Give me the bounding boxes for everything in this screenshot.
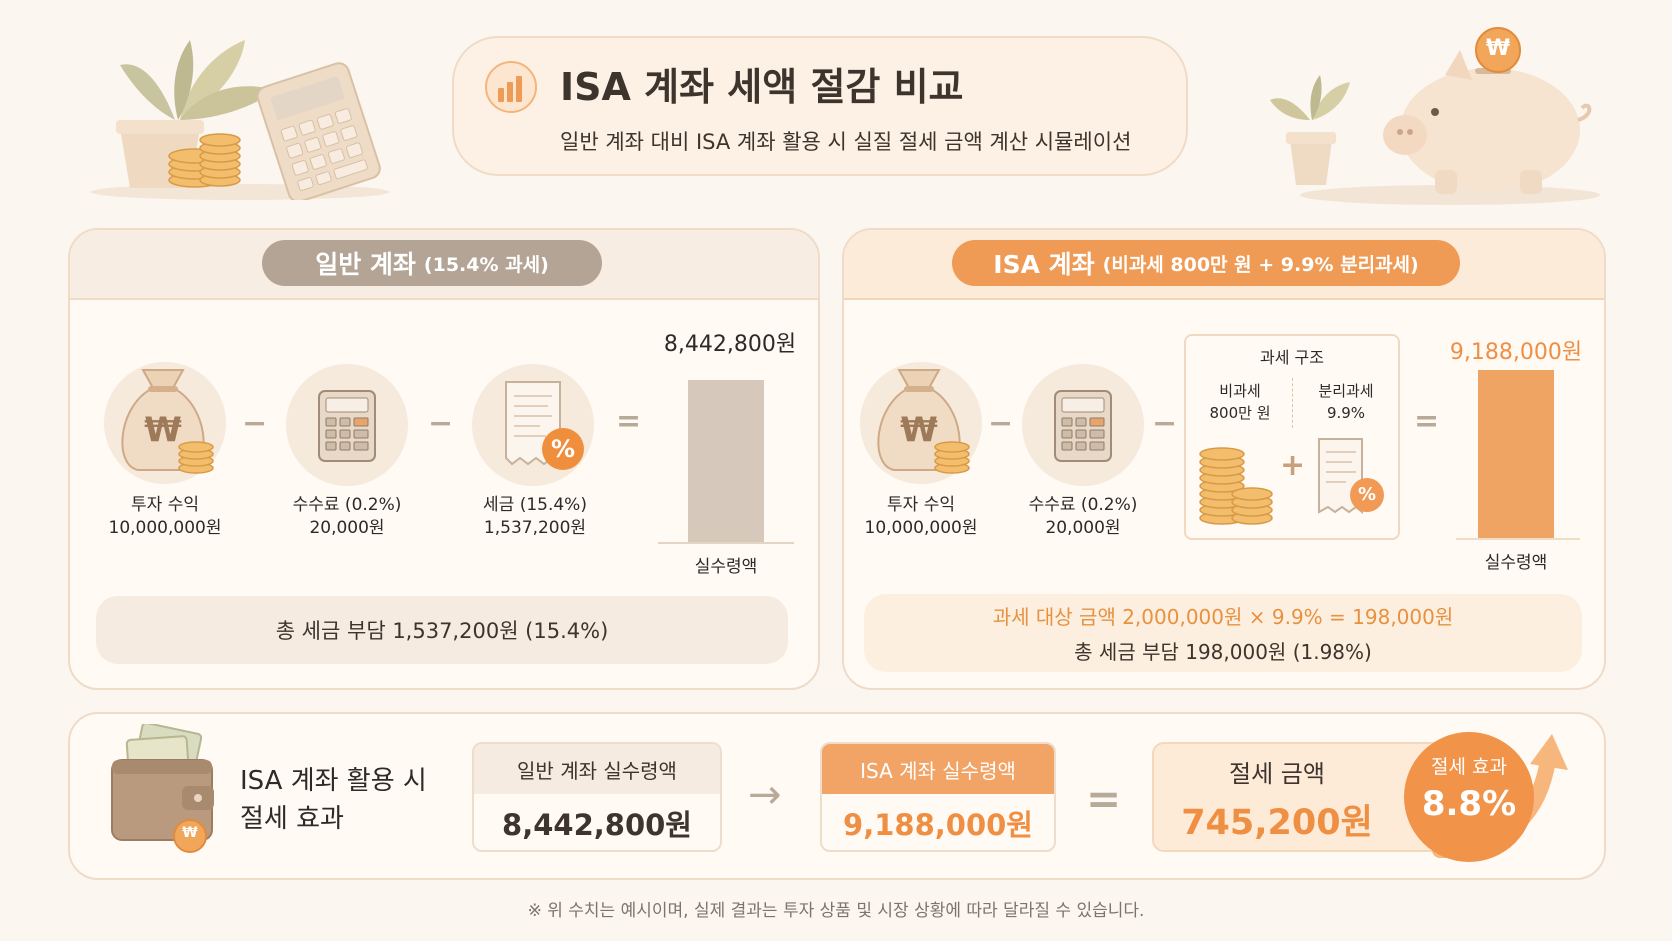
item-value: 20,000원 — [1045, 518, 1121, 538]
calculator-icon — [318, 390, 376, 462]
arrow-right-icon: → — [748, 772, 782, 818]
isa-item-fee: 수수료 (0.2%) 20,000원 — [1018, 494, 1148, 540]
tax-free-line1: 비과세 — [1219, 382, 1261, 400]
isa-summary-box: 과세 대상 금액 2,000,000원 × 9.9% = 198,000원 총 … — [864, 594, 1582, 672]
isa-item-income: 투자 수익 10,000,000원 — [856, 494, 986, 540]
page-subtitle: 일반 계좌 대비 ISA 계좌 활용 시 실질 절세 금액 계산 시뮬레이션 — [560, 130, 1132, 154]
item-value: 1,537,200원 — [483, 518, 587, 538]
general-net-amount: 8,442,800원 — [663, 332, 797, 357]
isa-net-label: 실수령액 — [1484, 553, 1548, 573]
plus-sign: + — [1280, 448, 1306, 483]
won-coin-icon: ₩ — [1485, 36, 1511, 61]
isa-net-amount: 9,188,000원 — [1449, 340, 1583, 365]
item-name: 수수료 (0.2%) — [292, 495, 402, 515]
item-name: 세금 (15.4%) — [483, 495, 587, 515]
minus-sign: − — [428, 406, 454, 441]
bar-chart-icon — [485, 61, 537, 113]
tax-free-label: 비과세 분리과세 800만 원 — [1190, 380, 1290, 424]
comparison-title-line2: 절세 효과 — [240, 804, 344, 834]
item-name: 수수료 (0.2%) — [1028, 495, 1138, 515]
comparison-title-line1: ISA 계좌 활용 시 — [240, 766, 427, 796]
page-title: ISA 계좌 세액 절감 비교 — [560, 65, 964, 109]
saving-effect-badge — [1404, 732, 1534, 862]
money-bag-icon — [877, 369, 970, 474]
item-name: 투자 수익 — [887, 495, 955, 515]
general-item-fee: 수수료 (0.2%) 20,000원 — [282, 494, 412, 540]
general-pill-title: 일반 계좌 — [315, 250, 416, 279]
won-symbol: ₩ — [144, 410, 182, 450]
item-name: 투자 수익 — [131, 495, 199, 515]
effect-label: 절세 효과 — [1431, 756, 1507, 778]
equals-sign: = — [1086, 774, 1122, 823]
piggy-bank-illustration — [1270, 27, 1600, 205]
isa-pill-subtitle: (비과세 800만 원 + 9.9% 분리과세) — [1102, 253, 1419, 276]
separate-tax-label: 분리과세 9.9% — [1296, 380, 1396, 424]
general-bar-baseline — [658, 542, 794, 544]
calculator-icon — [1054, 390, 1112, 462]
minus-sign: − — [242, 406, 268, 441]
general-item-income: 투자 수익 10,000,000원 — [100, 494, 230, 540]
tax-structure-divider — [1292, 378, 1293, 428]
saving-label: 절세 금액 — [1229, 760, 1325, 788]
isa-net-compare-box: ISA 계좌 실수령액 9,188,000원 — [820, 742, 1056, 852]
disclaimer-footnote: ※ 위 수치는 예시이며, 실제 결과는 투자 상품 및 시장 상황에 따라 달… — [527, 901, 1145, 921]
item-value: 10,000,000원 — [864, 518, 978, 538]
isa-bar-baseline — [1456, 538, 1580, 540]
general-compare-label: 일반 계좌 실수령액 — [474, 744, 720, 794]
isa-account-pill: ISA 계좌 (비과세 800만 원 + 9.9% 분리과세) — [952, 240, 1460, 286]
isa-summary-calc: 과세 대상 금액 2,000,000원 × 9.9% = 198,000원 — [992, 605, 1454, 629]
wallet-won-symbol: ₩ — [182, 825, 198, 841]
equals-sign: = — [616, 404, 642, 439]
isa-compare-label: ISA 계좌 실수령액 — [822, 744, 1054, 794]
effect-value: 8.8% — [1421, 784, 1517, 824]
money-bag-icon — [121, 369, 214, 474]
tax-structure-title: 과세 구조 — [1260, 348, 1324, 367]
won-symbol: ₩ — [900, 410, 938, 450]
general-item-tax: 세금 (15.4%) 1,537,200원 — [470, 494, 600, 540]
equals-sign: = — [1414, 404, 1440, 439]
minus-sign: − — [988, 406, 1014, 441]
wallet-icon — [111, 724, 214, 853]
general-compare-value: 8,442,800원 — [502, 808, 692, 842]
general-pill-subtitle: (15.4% 과세) — [423, 253, 549, 276]
separate-tax-rate: 9.9% — [1326, 404, 1366, 422]
header-banner — [452, 36, 1188, 176]
item-value: 10,000,000원 — [108, 518, 222, 538]
percent-badge-icon: % — [1350, 478, 1384, 512]
comparison-title: ISA 계좌 활용 시 절세 효과 — [240, 762, 427, 838]
general-net-bar — [688, 380, 764, 542]
isa-compare-value: 9,188,000원 — [843, 808, 1033, 842]
isa-pill-title: ISA 계좌 — [993, 250, 1095, 279]
minus-sign: − — [1152, 406, 1178, 441]
general-net-compare-box: 일반 계좌 실수령액 8,442,800원 — [472, 742, 722, 852]
item-value: 20,000원 — [309, 518, 385, 538]
general-summary-box: 총 세금 부담 1,537,200원 (15.4%) — [96, 596, 788, 664]
percent-badge-icon: % — [542, 428, 584, 470]
isa-summary-total: 총 세금 부담 198,000원 (1.98%) — [1074, 640, 1372, 664]
general-net-label: 실수령액 — [694, 557, 758, 577]
separate-tax-line1: 분리과세 — [1318, 382, 1374, 400]
coin-stack-icon — [1199, 447, 1273, 525]
isa-net-bar — [1478, 370, 1554, 538]
tax-free-amount: 800만 원 — [1209, 404, 1271, 422]
general-summary-text: 총 세금 부담 1,537,200원 (15.4%) — [275, 619, 609, 643]
general-account-pill: 일반 계좌 (15.4% 과세) — [262, 240, 602, 286]
saving-value: 745,200원 — [1181, 803, 1373, 843]
plant-calculator-illustration — [90, 40, 390, 200]
